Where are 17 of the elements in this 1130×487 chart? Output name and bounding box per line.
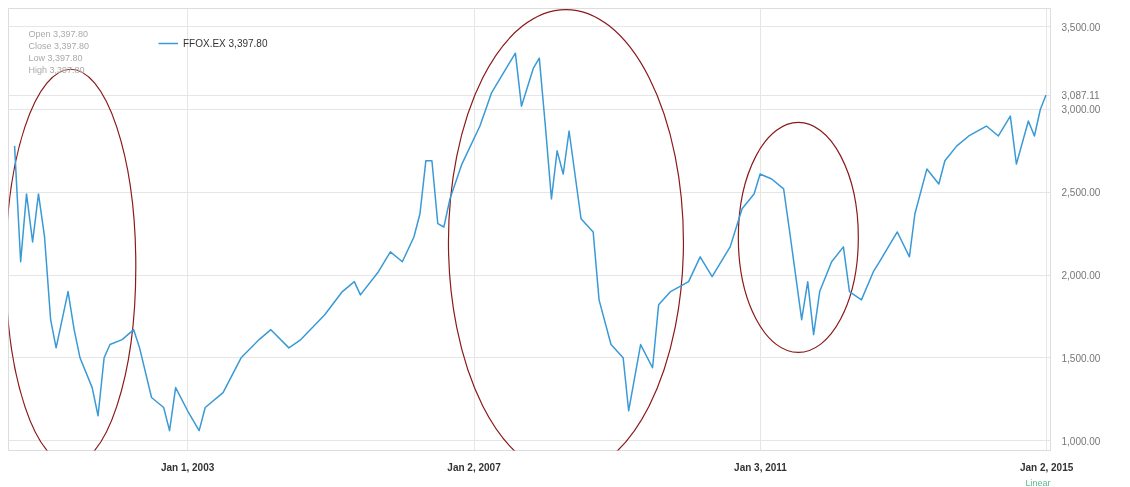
y-tick-label: 3,000.00 — [1061, 104, 1101, 116]
x-tick-label: Jan 1, 2003 — [160, 461, 215, 473]
legend-label: FFOX.EX 3,397.80 — [183, 37, 268, 49]
y-tick-label: 3,500.00 — [1061, 21, 1101, 33]
annotation: Low 3,397.80 — [28, 52, 83, 63]
x-tick-label: Jan 2, 2015 — [1019, 461, 1074, 473]
x-tick-label: Jan 3, 2011 — [734, 461, 788, 473]
line-series — [13, 52, 1047, 432]
annotation: Close 3,397.80 — [28, 40, 90, 51]
x-tick-label: Jan 2, 2007 — [447, 461, 502, 473]
y-tick-label: 1,500.00 — [1061, 352, 1101, 364]
y-tick-label: 1,000.00 — [1061, 435, 1101, 447]
y-tick-label: 2,500.00 — [1061, 187, 1101, 199]
annotation: Open 3,397.80 — [28, 28, 89, 39]
text: Linear — [1025, 477, 1051, 487]
y-tick-label: 3,087.11 — [1061, 90, 1101, 102]
y-tick-label: 2,000.00 — [1061, 270, 1101, 282]
